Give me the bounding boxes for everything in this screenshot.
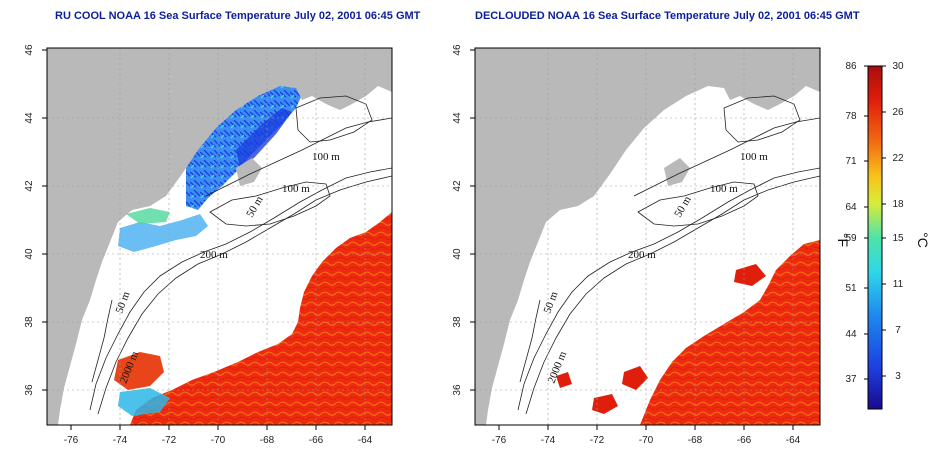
- x-tick-label: -74: [113, 435, 128, 446]
- contour-label: 100 m: [282, 183, 310, 195]
- right-tick-marks: [470, 49, 794, 430]
- celsius-tick-label: 26: [892, 107, 904, 118]
- right-bathymetry-contours: [517, 95, 820, 415]
- fahrenheit-tick-label: 78: [845, 111, 857, 122]
- celsius-tick-label: 7: [895, 325, 901, 336]
- right-land: [475, 48, 820, 425]
- right-warm-patch: [556, 372, 572, 388]
- temperature-colorbar: 86 78 71 64 59 51 44 37 30 26 22 18 15 1…: [835, 61, 931, 410]
- left-cool-patch-south: [118, 388, 170, 416]
- y-tick-label: 46: [452, 44, 463, 56]
- celsius-tick-label: 30: [892, 61, 904, 72]
- left-land-cape: [236, 158, 262, 186]
- right-warm-patch: [592, 394, 618, 414]
- x-tick-label: -66: [309, 435, 324, 446]
- x-tick-label: -64: [358, 435, 373, 446]
- celsius-tick-label: 11: [893, 279, 904, 290]
- contour-label: 100 m: [740, 151, 768, 163]
- fahrenheit-tick-label: 86: [845, 61, 857, 72]
- contour-label: 100 m: [312, 151, 340, 163]
- celsius-tick-label: 15: [892, 233, 904, 244]
- right-warm-water: [640, 240, 820, 425]
- x-tick-label: -72: [590, 435, 605, 446]
- fahrenheit-unit-label: °F: [835, 233, 851, 247]
- fahrenheit-tick-label: 37: [845, 374, 857, 385]
- x-tick-label: -68: [688, 435, 703, 446]
- left-map: 100 m 100 m 50 m 200 m 50 m 2000 m -76 -…: [24, 44, 393, 446]
- celsius-unit-label: °C: [915, 232, 931, 248]
- y-tick-label: 46: [24, 44, 35, 56]
- x-tick-label: -64: [786, 435, 801, 446]
- x-tick-label: -76: [492, 435, 507, 446]
- y-tick-label: 38: [452, 316, 463, 328]
- left-bathymetry-contours: [89, 95, 392, 415]
- left-cool-streak: [236, 108, 292, 168]
- colorbar-ticks: [864, 65, 886, 380]
- x-tick-label: -68: [260, 435, 275, 446]
- celsius-tick-label: 3: [895, 371, 901, 382]
- right-map: 100 m 100 m 50 m 200 m 50 m 2000 m -76 -…: [452, 44, 821, 446]
- contour-label: 200 m: [200, 249, 228, 261]
- y-tick-label: 42: [24, 180, 35, 192]
- fahrenheit-tick-label: 51: [845, 283, 857, 294]
- right-map-frame: [474, 47, 821, 426]
- x-tick-label: -72: [162, 435, 177, 446]
- x-tick-label: -66: [737, 435, 752, 446]
- fahrenheit-tick-label: 44: [845, 329, 857, 340]
- contour-label: 100 m: [710, 183, 738, 195]
- x-tick-label: -70: [639, 435, 654, 446]
- y-tick-label: 38: [24, 316, 35, 328]
- y-tick-label: 36: [24, 384, 35, 396]
- right-land-cape: [664, 158, 690, 186]
- y-tick-label: 40: [452, 248, 463, 260]
- fahrenheit-tick-label: 71: [845, 156, 857, 167]
- y-tick-label: 44: [24, 112, 35, 124]
- x-tick-label: -70: [211, 435, 226, 446]
- left-tick-marks: [42, 49, 366, 430]
- right-map-title: DECLOUDED NOAA 16 Sea Surface Temperatur…: [475, 10, 860, 22]
- x-tick-label: -76: [64, 435, 79, 446]
- left-map-frame: [46, 47, 393, 426]
- contour-label: 200 m: [628, 249, 656, 261]
- fahrenheit-tick-label: 59: [845, 233, 857, 244]
- left-land: [47, 48, 392, 425]
- left-warm-water: [130, 212, 392, 425]
- fahrenheit-tick-label: 64: [845, 202, 857, 213]
- y-tick-label: 42: [452, 180, 463, 192]
- y-tick-label: 36: [452, 384, 463, 396]
- celsius-tick-label: 22: [892, 153, 904, 164]
- right-warm-patch: [734, 264, 766, 286]
- y-tick-label: 44: [452, 112, 463, 124]
- y-tick-label: 40: [24, 248, 35, 260]
- left-green-patch: [126, 208, 170, 224]
- left-map-title: RU COOL NOAA 16 Sea Surface Temperature …: [55, 10, 421, 22]
- colorbar-gradient: [867, 65, 883, 410]
- left-warm-patch: [114, 352, 164, 390]
- celsius-tick-label: 18: [892, 199, 904, 210]
- right-warm-patch: [622, 366, 648, 390]
- x-tick-label: -74: [541, 435, 556, 446]
